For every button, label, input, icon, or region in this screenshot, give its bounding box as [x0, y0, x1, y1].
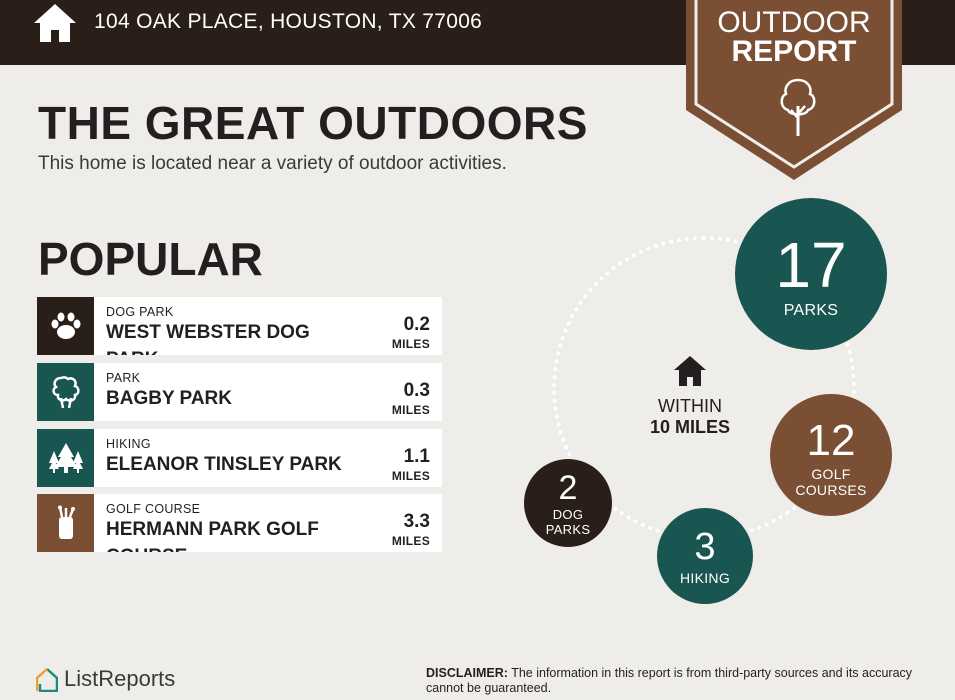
dog-parks-label: DOG PARKS	[524, 507, 612, 537]
item-name: WEST WEBSTER DOG PARK	[106, 322, 310, 355]
item-distance-unit: MILES	[391, 403, 430, 417]
brand-name: ListReports	[64, 666, 176, 691]
house-icon	[674, 356, 706, 386]
parks-count: 17	[775, 229, 847, 301]
item-category: GOLF COURSE	[106, 502, 201, 516]
dog-parks-count-circle: 2 DOG PARKS	[524, 459, 612, 547]
popular-item-dog-park: DOG PARK WEST WEBSTER DOG PARK 0.2 MILES	[37, 297, 442, 355]
item-name: BAGBY PARK	[106, 388, 232, 409]
item-category: PARK	[106, 371, 141, 385]
item-distance: 1.1	[403, 446, 430, 467]
golf-count-circle: 12 GOLF COURSES	[770, 394, 892, 516]
disclaimer-text: The information in this report is from t…	[426, 666, 913, 695]
popular-item-hiking: HIKING ELEANOR TINSLEY PARK 1.1 MILES	[37, 429, 442, 487]
item-distance-unit: MILES	[391, 534, 430, 548]
within-radius-label: WITHIN 10 MILES	[620, 396, 760, 438]
hiking-count-circle: 3 HIKING	[657, 508, 753, 604]
page-title: THE GREAT OUTDOORS	[38, 97, 588, 149]
item-distance: 0.3	[403, 380, 430, 401]
item-name: HERMANN PARK GOLF COURSE	[106, 519, 319, 552]
outdoor-report-badge	[686, 0, 902, 180]
badge-title-line2: REPORT	[731, 35, 857, 68]
item-category: HIKING	[106, 437, 151, 451]
bush-icon	[37, 363, 94, 421]
golf-count: 12	[806, 416, 856, 465]
tree-icon	[780, 78, 816, 136]
golf-label-line1: GOLF	[811, 466, 851, 482]
dog-parks-count: 2	[558, 469, 578, 507]
within-line2: 10 MILES	[649, 417, 731, 437]
paw-icon	[37, 297, 94, 355]
dog-label-line2: PARKS	[545, 522, 591, 537]
item-distance: 0.2	[403, 314, 430, 335]
popular-heading: POPULAR	[38, 233, 263, 285]
within-line1: WITHIN	[658, 396, 722, 416]
golf-bag-icon	[37, 494, 94, 552]
hiking-count: 3	[694, 526, 716, 568]
popular-item-park: PARK BAGBY PARK 0.3 MILES	[37, 363, 442, 421]
popular-item-golf-course: GOLF COURSE HERMANN PARK GOLF COURSE 3.3…	[37, 494, 442, 552]
badge-title-line1: OUTDOOR	[717, 6, 871, 39]
item-distance-unit: MILES	[391, 337, 430, 351]
house-icon	[34, 4, 76, 42]
parks-count-circle: 17 PARKS	[735, 198, 887, 350]
property-address: 104 OAK PLACE, HOUSTON, TX 77006	[94, 10, 483, 33]
pine-trees-icon	[37, 429, 94, 487]
disclaimer: DISCLAIMER: The information in this repo…	[426, 666, 936, 696]
item-name: ELEANOR TINSLEY PARK	[106, 454, 342, 475]
listreports-logo-icon	[36, 668, 58, 692]
item-category: DOG PARK	[106, 305, 174, 319]
golf-label: GOLF COURSES	[770, 466, 892, 498]
parks-label: PARKS	[783, 302, 839, 319]
dog-label-line1: DOG	[552, 507, 584, 522]
golf-label-line2: COURSES	[795, 482, 867, 498]
hiking-label: HIKING	[679, 570, 731, 586]
item-distance-unit: MILES	[391, 469, 430, 483]
page-subtitle: This home is located near a variety of o…	[38, 153, 507, 174]
disclaimer-label: DISCLAIMER:	[426, 666, 508, 680]
item-distance: 3.3	[403, 511, 430, 532]
